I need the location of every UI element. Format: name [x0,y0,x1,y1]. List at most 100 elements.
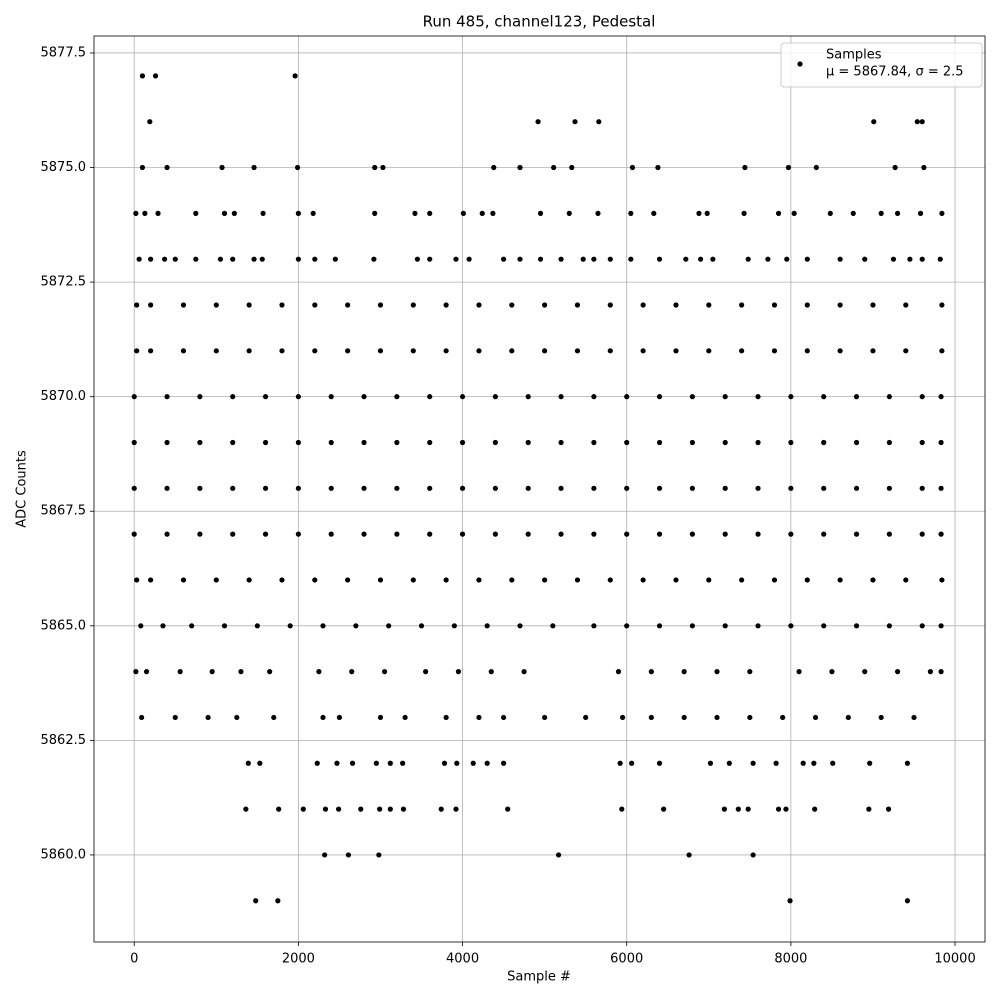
data-point [251,164,257,171]
data-point [197,439,203,446]
data-point [459,531,466,537]
data-point [427,256,433,262]
data-point [904,760,911,766]
data-point [275,898,281,904]
data-point [919,623,925,629]
data-point [542,577,548,583]
data-point [312,348,318,354]
chart-title: Run 485, channel123, Pedestal [423,13,656,31]
data-point [234,714,240,721]
data-point [707,760,714,766]
data-point [656,485,663,491]
data-point [466,256,472,262]
data-point [138,623,144,629]
data-point [361,531,367,537]
data-point [800,760,806,766]
data-point [784,256,790,262]
data-point [180,348,187,354]
data-point [903,577,909,583]
data-point [358,806,364,812]
data-point [245,760,251,766]
data-point [821,439,827,446]
data-point [161,256,168,262]
data-point [410,302,416,308]
data-point [377,302,384,308]
data-point [686,852,692,858]
data-point [648,669,654,675]
data-point [787,898,793,904]
data-point [907,256,913,262]
data-point [706,302,712,308]
data-point [741,210,747,216]
data-point [722,394,728,400]
data-point [742,164,748,171]
data-point [221,210,228,216]
data-point [230,485,236,491]
data-point [361,394,367,400]
data-point [139,714,145,721]
data-point [914,119,920,125]
data-point [804,348,810,354]
data-point [260,210,266,216]
data-point [418,623,425,629]
data-point [148,577,154,583]
data-point [689,531,695,537]
data-point [492,394,498,400]
data-point [490,210,496,216]
data-point [938,394,944,400]
data-point [921,164,927,171]
data-point [853,531,860,537]
y-tick-label: 5875.0 [41,160,87,175]
data-point [722,531,728,537]
data-point [595,210,601,216]
data-point [243,806,249,812]
data-point [886,623,892,629]
data-point [345,348,351,354]
data-point [885,806,892,812]
data-point [334,760,340,766]
data-point [492,485,498,491]
data-point [866,806,872,812]
data-point [542,714,548,721]
data-point [853,439,860,446]
data-point [292,73,298,79]
data-point [387,806,393,812]
data-point [361,485,367,491]
data-point [551,164,557,171]
data-point [336,806,342,812]
data-point [213,577,219,583]
x-tick-label: 2000 [282,952,315,967]
data-point [537,256,544,262]
data-point [295,485,301,491]
data-point [726,760,732,766]
x-tick-label: 4000 [446,952,479,967]
data-point [386,623,392,629]
data-point [775,806,782,812]
data-point [517,164,523,171]
data-point [276,806,282,812]
data-point [371,256,377,262]
data-point [755,623,761,629]
y-tick-label: 5862.5 [41,733,87,748]
data-point [722,439,728,446]
data-point [862,669,868,675]
data-point [193,210,199,216]
data-point [681,714,687,721]
data-point [387,760,393,766]
data-point [821,485,827,491]
data-point [624,531,630,537]
data-point [131,439,137,446]
data-point [254,623,260,629]
data-point [262,439,269,446]
data-point [850,210,856,216]
data-point [812,806,818,812]
data-point [938,439,944,446]
data-point [177,669,183,675]
data-point [558,531,564,537]
data-point [147,119,153,125]
data-point [525,394,531,400]
data-point [750,760,756,766]
data-point [890,256,897,262]
data-point [747,669,753,675]
